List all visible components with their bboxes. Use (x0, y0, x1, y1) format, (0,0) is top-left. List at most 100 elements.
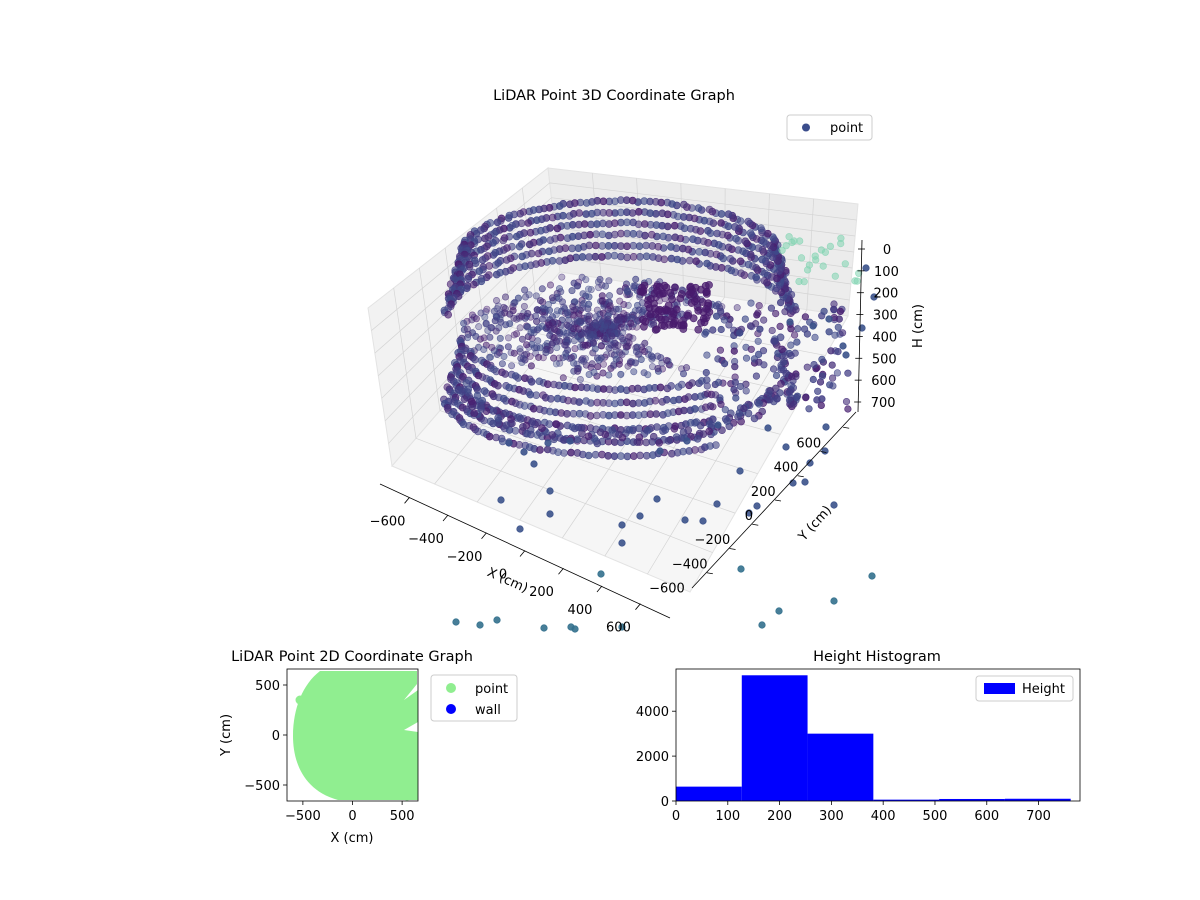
point-mark (634, 208, 643, 216)
point-mark (513, 330, 521, 338)
point-mark (603, 317, 611, 325)
z-tick-label: 0 (883, 243, 891, 258)
point-mark (559, 354, 567, 362)
x-tick-label: −600 (370, 514, 406, 529)
point-mark (598, 242, 607, 250)
point-mark (563, 309, 571, 317)
point-mark (720, 360, 729, 368)
point-cloud-2d (293, 671, 418, 800)
point-mark (645, 346, 653, 354)
point-mark (464, 274, 473, 283)
point-mark (582, 199, 591, 207)
point-mark (709, 326, 717, 334)
point-mark (825, 328, 833, 336)
point-mark (460, 319, 468, 327)
point-mark (574, 244, 583, 252)
point-mark (777, 379, 785, 388)
point-mark (702, 288, 711, 297)
point-mark (822, 423, 830, 431)
histogram-bar (676, 786, 742, 801)
point-mark (683, 437, 691, 445)
point-mark (513, 414, 522, 422)
point-mark (629, 334, 637, 342)
point-mark (805, 405, 813, 413)
point-mark (570, 279, 578, 287)
y-tick-label: 200 (751, 485, 776, 500)
point-mark (787, 341, 795, 349)
point-mark (680, 200, 688, 209)
point-mark (566, 354, 574, 362)
point-mark (605, 309, 613, 317)
point-mark (836, 307, 845, 316)
y-axis-label-2d: Y (cm) (219, 714, 234, 757)
point-mark (713, 500, 721, 508)
x-tick-label: 0 (499, 568, 507, 583)
point-mark (786, 318, 794, 326)
point-mark (642, 252, 651, 261)
point-mark (467, 397, 476, 406)
point-mark (571, 625, 579, 633)
point-mark (499, 236, 508, 245)
z-tick-label: 200 (873, 287, 898, 302)
point-mark (816, 378, 825, 386)
point-mark (741, 315, 749, 323)
point-mark (633, 384, 642, 393)
point-mark (610, 452, 619, 461)
point-mark (838, 329, 847, 337)
point-mark (742, 387, 750, 395)
point-mark (640, 281, 649, 290)
point-mark (655, 438, 664, 447)
point-mark (598, 292, 606, 300)
point-mark (734, 246, 743, 254)
point-mark (712, 302, 720, 310)
point-mark (813, 396, 821, 404)
point-mark (518, 335, 526, 343)
gridline (393, 287, 417, 439)
point-mark (820, 307, 828, 315)
point-mark (563, 234, 572, 242)
point-mark (528, 334, 536, 342)
point-mark (629, 252, 638, 261)
z-tick-label: 600 (871, 374, 896, 389)
point-mark (523, 323, 531, 331)
point-mark (693, 434, 702, 443)
point-mark (616, 350, 624, 358)
point-mark (659, 427, 667, 435)
x-tick-mark (519, 550, 526, 557)
point-mark (781, 308, 789, 316)
point-mark (772, 310, 780, 318)
point-mark (778, 345, 786, 354)
point-mark (577, 423, 586, 432)
point-mark (486, 333, 494, 341)
point-mark (831, 272, 839, 280)
point-mark (505, 439, 513, 447)
point-mark (790, 400, 798, 408)
point-mark (472, 332, 480, 340)
point-mark (714, 421, 722, 429)
point-mark (571, 345, 579, 353)
point-mark (689, 290, 698, 299)
gridline (415, 437, 713, 553)
point-mark (790, 331, 799, 339)
point-mark (730, 347, 738, 355)
point-mark (721, 415, 730, 423)
point-mark (651, 396, 660, 405)
y-tick-label-2d: 0 (272, 729, 280, 744)
point-mark (844, 405, 852, 413)
point-mark (546, 394, 555, 403)
point-mark (582, 276, 590, 284)
point-mark (705, 427, 714, 436)
point-mark (578, 253, 587, 261)
point-mark (788, 372, 796, 381)
point-mark (682, 364, 690, 372)
point-mark (651, 325, 660, 334)
point-mark (635, 306, 643, 314)
point-mark (640, 369, 648, 377)
point-mark (870, 293, 878, 301)
point-mark (773, 395, 781, 403)
point-mark (825, 315, 833, 323)
chart-2d-title: LiDAR Point 2D Coordinate Graph (231, 649, 473, 665)
point-mark (656, 447, 664, 455)
x-tick-mark (558, 567, 564, 575)
